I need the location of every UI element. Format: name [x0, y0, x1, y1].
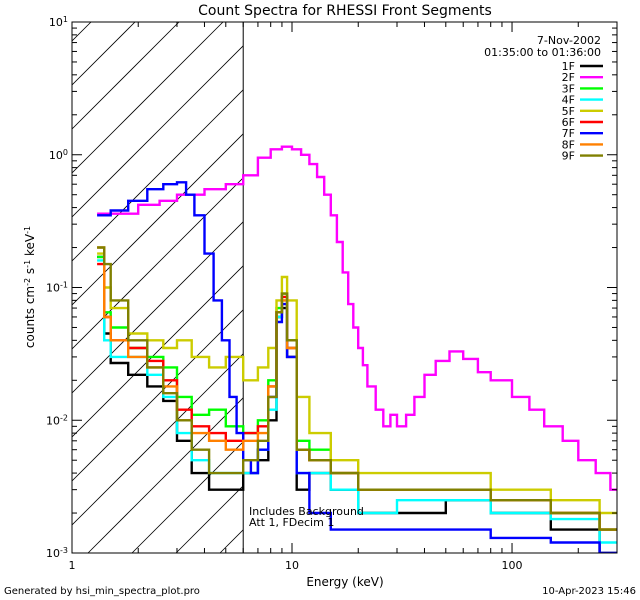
hatch-line — [72, 22, 136, 86]
legend-label-8F: 8F — [562, 138, 575, 151]
x-tick-label: 100 — [502, 559, 523, 572]
hatch-line — [72, 133, 244, 306]
hatch-line — [72, 22, 92, 42]
axes: 1 10 100 10-3 10-2 10-1 100 101 — [46, 15, 618, 572]
hatch-line — [72, 309, 244, 482]
y-tick-label: 10-3 — [46, 546, 68, 561]
chart-title: Count Spectra for RHESSI Front Segments — [198, 3, 492, 19]
y-tick-label: 10-2 — [46, 413, 68, 428]
hatch-line — [72, 265, 244, 438]
legend-label-5F: 5F — [562, 105, 575, 118]
date-label: 7-Nov-2002 — [537, 34, 601, 47]
hatch-line — [219, 529, 244, 553]
legend-label-4F: 4F — [562, 94, 575, 107]
legend-label-3F: 3F — [562, 82, 575, 95]
hatch-line — [87, 397, 244, 553]
y-tick-label: 101 — [49, 15, 68, 30]
y-tick-label: 10-1 — [46, 280, 68, 295]
y-axis-label: counts cm-2 s-1 keV-1 — [23, 226, 38, 348]
time-range-label: 01:35:00 to 01:36:00 — [484, 46, 601, 59]
y-tick-label: 100 — [49, 147, 68, 162]
x-axis-label: Energy (keV) — [306, 575, 383, 589]
hatch-line — [72, 353, 244, 526]
legend-label-9F: 9F — [562, 150, 575, 163]
background-note: Includes Background — [249, 505, 364, 518]
hatch-line — [72, 22, 180, 130]
series-4F-line — [97, 259, 617, 544]
legend-label-1F: 1F — [562, 60, 575, 73]
generated-by-text: Generated by hsi_min_spectra_plot.pro — [4, 586, 200, 597]
legend-label-7F: 7F — [562, 127, 575, 140]
attenuator-note: Att 1, FDecim 1 — [249, 516, 334, 529]
hatch-line — [72, 22, 224, 174]
series-2F-line — [97, 145, 617, 491]
hatch-line — [175, 485, 244, 553]
hatch-line — [72, 89, 244, 262]
series-9F-line — [97, 246, 617, 531]
legend-label-2F: 2F — [562, 71, 575, 84]
legend-label-6F: 6F — [562, 116, 575, 129]
hatch-line — [72, 45, 244, 218]
hatched-region — [72, 22, 244, 553]
x-tick-label: 10 — [285, 559, 299, 572]
hatch-line — [131, 441, 244, 553]
series-group — [97, 145, 617, 553]
hatch-line — [72, 221, 244, 394]
footer-timestamp: 10-Apr-2023 15:46 — [542, 586, 636, 597]
hatch-line — [72, 177, 244, 350]
series-1F-line — [97, 255, 617, 553]
x-tick-label: 1 — [69, 559, 76, 572]
